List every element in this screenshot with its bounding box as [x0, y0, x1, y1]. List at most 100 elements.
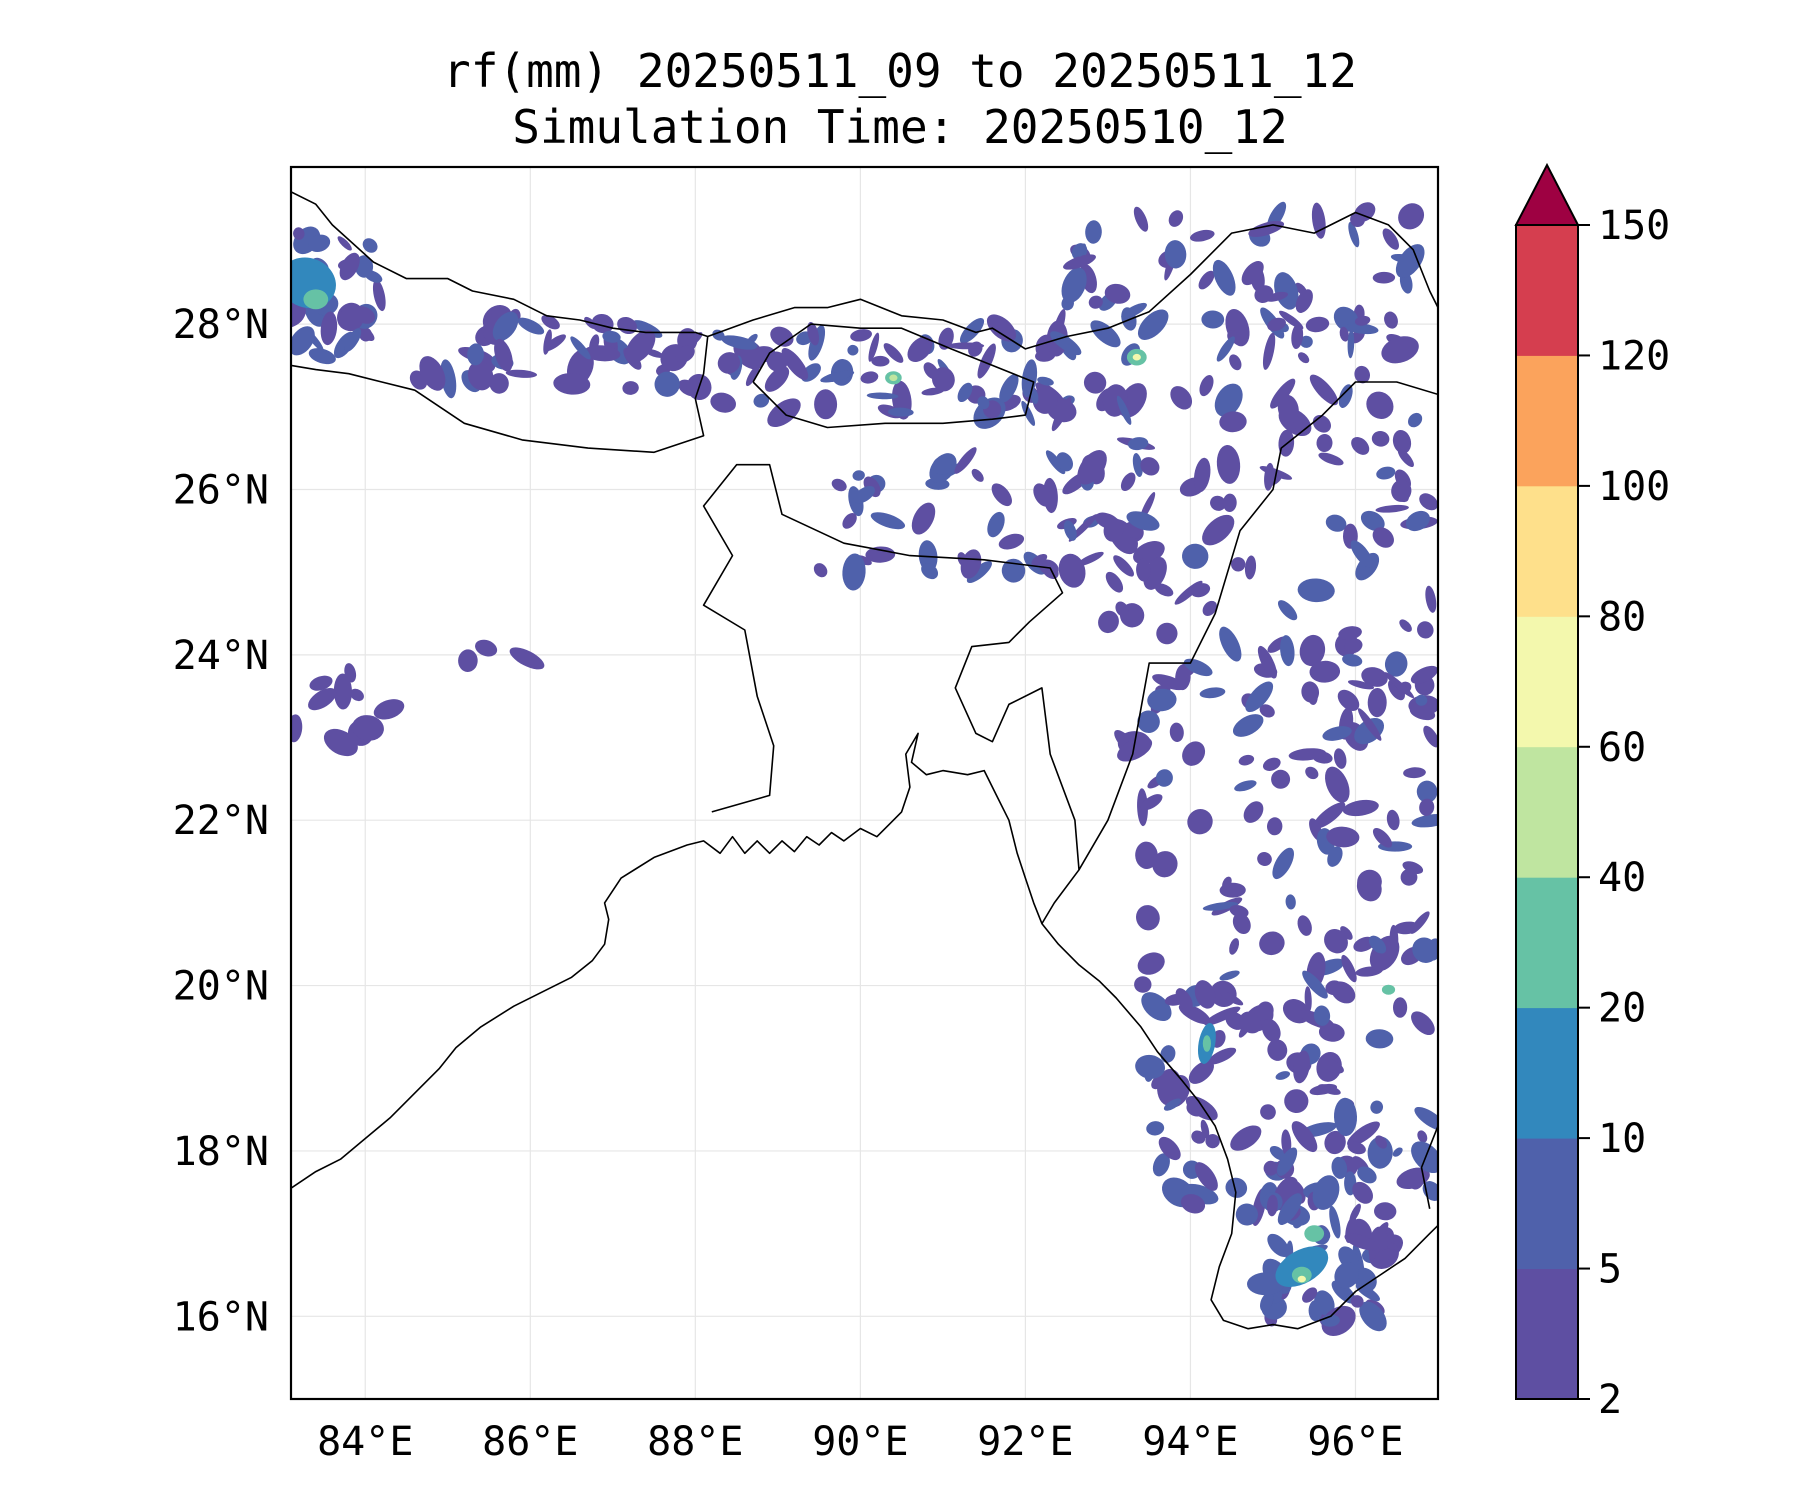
- coastline-borders: [291, 191, 1438, 1330]
- rain-cell: [1190, 229, 1215, 242]
- rain-cell: [1372, 828, 1393, 848]
- rain-cell: [1260, 1104, 1276, 1120]
- rain-cell: [847, 344, 859, 356]
- colorbar-tick-label: 150: [1598, 203, 1670, 249]
- rain-cell: [1309, 1083, 1338, 1096]
- rain-cell: [1207, 1047, 1237, 1065]
- rain-cell: [820, 370, 855, 383]
- rain-cell: [1284, 1089, 1309, 1114]
- rain-cell: [1384, 672, 1415, 699]
- rain-cell: [1126, 511, 1160, 531]
- rain-cell: [1302, 970, 1328, 999]
- rain-cell: [987, 511, 1005, 538]
- rain-cell: [1408, 412, 1423, 428]
- rain-cell: [591, 313, 614, 334]
- rain-cell: [1359, 1301, 1387, 1332]
- rain-cell: [745, 365, 760, 387]
- rain-cell: [1200, 1119, 1210, 1139]
- rain-cell: [1411, 1141, 1438, 1174]
- rain-cell: [1382, 228, 1399, 250]
- rain-cell: [1214, 383, 1243, 417]
- rain-cell: [1116, 395, 1132, 425]
- rain-cell: [1360, 510, 1385, 531]
- rain-cell: [1297, 915, 1312, 936]
- rain-cell: [1058, 553, 1086, 588]
- rain-cell: [1357, 708, 1382, 741]
- lat-tick-label: 16°N: [173, 1294, 269, 1340]
- rain-cell: [1241, 261, 1264, 286]
- colorbar-tick-label: 60: [1598, 725, 1646, 771]
- lat-tick-label: 22°N: [173, 798, 269, 844]
- rain-cell: [1216, 444, 1241, 484]
- rain-cell: [1199, 687, 1226, 699]
- rain-cell: [1088, 295, 1103, 309]
- rain-cell: [1190, 583, 1211, 598]
- rain-cell: [766, 351, 788, 372]
- rain-cell: [1117, 737, 1153, 762]
- rain-cell: [814, 389, 838, 420]
- rain-cell: [1056, 452, 1074, 472]
- rain-cell: [1388, 679, 1405, 701]
- rain-cell: [1305, 766, 1319, 780]
- colorbar-tick-label: 80: [1598, 594, 1646, 640]
- rain-cell: [1243, 801, 1264, 823]
- rain-cell: [1299, 634, 1326, 667]
- rain-cell: [1375, 504, 1409, 513]
- rain-cell: [1063, 254, 1096, 270]
- rain-cell: [866, 392, 899, 400]
- rain-cell: [1234, 780, 1257, 792]
- rain-cell: [323, 728, 358, 757]
- rain-cell: [1312, 1175, 1340, 1210]
- rain-cell: [291, 326, 315, 356]
- rain-cell: [1325, 766, 1350, 803]
- rain-cell: [1152, 674, 1186, 691]
- colorbar-tick-label: 2: [1598, 1377, 1622, 1423]
- rain-cell: [1180, 1194, 1206, 1214]
- rain-cell: [1342, 653, 1363, 667]
- rain-cell: [1202, 600, 1217, 616]
- rain-cell: [1032, 386, 1058, 414]
- rain-cell: [842, 513, 857, 529]
- rain-cell: [1030, 389, 1039, 405]
- rain-cell: [308, 234, 331, 252]
- rain-cell: [1269, 1145, 1286, 1161]
- rain-cell: [1410, 911, 1430, 934]
- rain-cell: [807, 321, 820, 346]
- rain-cell: [1267, 1233, 1290, 1257]
- rain-cell: [852, 470, 865, 481]
- rain-cell: [309, 675, 333, 691]
- rain-cell: [1333, 1097, 1358, 1137]
- rain-cell: [1156, 622, 1178, 645]
- rain-cell: [1374, 1248, 1397, 1261]
- rain-cell: [1324, 928, 1348, 954]
- rain-cell: [1297, 578, 1335, 603]
- rain-cell: [1314, 1290, 1335, 1316]
- colorbar: 2 5 10 20 40 60 80 100 120 150: [1514, 162, 1670, 1423]
- rain-cell: [1175, 988, 1193, 1012]
- rain-cell: [467, 360, 494, 391]
- rain-cell: [1411, 813, 1438, 828]
- rain-cell: [1257, 645, 1277, 679]
- rain-cell: [308, 687, 337, 711]
- colorbar-segment: [1516, 616, 1578, 748]
- rain-cell: [1322, 726, 1352, 741]
- rain-cell: [1326, 826, 1360, 848]
- rain-cell: [1376, 466, 1396, 480]
- rain-cell: [541, 314, 560, 330]
- rain-cell: [781, 348, 809, 380]
- rain-cell: [1259, 704, 1275, 718]
- rain-cell: [1371, 430, 1390, 447]
- rain-cell: [1352, 1181, 1373, 1204]
- rain-cell: [1239, 1011, 1262, 1034]
- rain-cell: [1398, 203, 1425, 230]
- rain-cell: [1309, 374, 1339, 406]
- colorbar-tick-label: 10: [1598, 1116, 1646, 1162]
- rain-cell: [494, 338, 513, 372]
- rain-cell: [1367, 688, 1387, 718]
- myanmar-thailand-border: [1420, 1125, 1438, 1209]
- rain-cell: [1063, 520, 1077, 541]
- rain-cell: [1280, 635, 1295, 667]
- rain-cell: [1345, 323, 1379, 335]
- rain-cell: [1368, 935, 1387, 954]
- rain-cell: [1347, 329, 1355, 359]
